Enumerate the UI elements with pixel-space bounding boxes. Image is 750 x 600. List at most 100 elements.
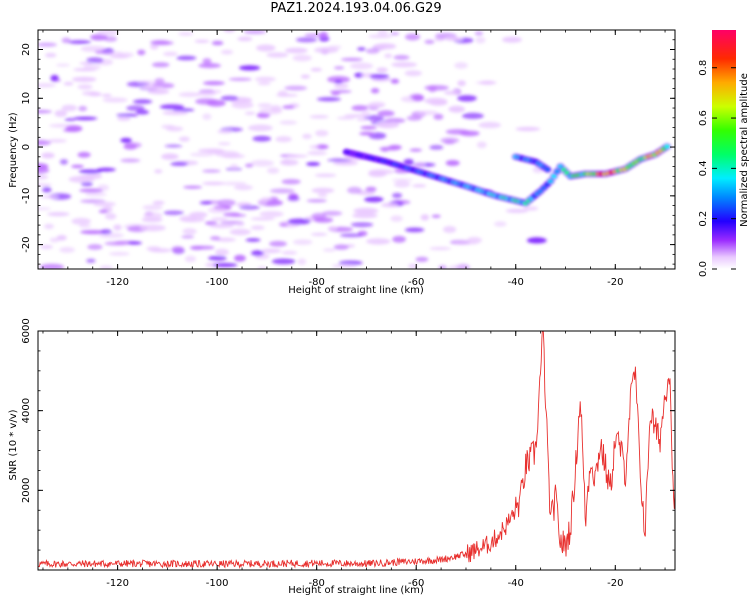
noise-blob: [302, 133, 312, 139]
noise-blob: [137, 80, 160, 84]
noise-blob: [327, 76, 351, 83]
noise-blob: [408, 263, 418, 269]
noise-blob: [424, 85, 449, 91]
noise-blob: [109, 54, 130, 59]
noise-blob: [136, 109, 149, 115]
noise-blob: [314, 47, 339, 54]
noise-blob: [178, 92, 201, 98]
noise-blob: [78, 169, 103, 174]
noise-blob: [64, 118, 76, 122]
noise-blob: [73, 116, 98, 121]
noise-blob: [311, 187, 335, 194]
noise-blob: [244, 111, 256, 116]
noise-blob: [102, 97, 128, 103]
noise-blob: [159, 104, 185, 110]
noise-blob: [306, 162, 320, 166]
noise-blob: [189, 152, 214, 157]
noise-blob: [40, 245, 53, 249]
noise-blob: [331, 264, 358, 268]
noise-blob: [103, 36, 118, 42]
noise-blob: [220, 95, 239, 101]
noise-blob: [412, 184, 427, 188]
noise-blob: [163, 51, 178, 57]
noise-blob: [80, 45, 107, 52]
noise-blob: [257, 81, 271, 86]
noise-blob: [248, 124, 273, 132]
noise-blob: [494, 221, 507, 227]
noise-blob: [376, 67, 388, 73]
noise-blob: [409, 148, 422, 152]
noise-blob: [282, 105, 295, 109]
noise-blob: [126, 105, 145, 112]
x-tick-label: -80: [309, 578, 325, 589]
noise-blob: [38, 174, 49, 180]
noise-blob: [161, 153, 179, 160]
noise-blob: [250, 217, 276, 221]
noise-blob: [310, 67, 322, 72]
noise-blob: [116, 113, 139, 117]
noise-blob: [50, 74, 59, 82]
noise-blob: [142, 204, 163, 211]
noise-blob: [71, 217, 91, 225]
noise-blob: [381, 202, 399, 208]
noise-blob: [314, 173, 337, 178]
noise-blob: [127, 241, 142, 245]
x-tick-label: -60: [408, 578, 424, 589]
noise-blob: [44, 223, 54, 229]
spectrogram-frame: [37, 29, 676, 270]
noise-blob: [319, 31, 328, 39]
noise-blob: [166, 126, 184, 132]
colorbar-tick-label: 0.8: [698, 60, 709, 76]
noise-blob: [217, 129, 233, 134]
noise-blob: [67, 40, 92, 44]
noise-blob: [388, 144, 402, 150]
noise-blob: [316, 97, 341, 102]
noise-blob: [80, 230, 106, 235]
noise-blob: [390, 32, 400, 36]
noise-blob: [267, 167, 280, 174]
noise-blob: [390, 215, 403, 222]
noise-blob: [96, 30, 119, 36]
noise-blob: [173, 108, 195, 112]
noise-blob: [390, 78, 400, 84]
noise-blob: [101, 93, 112, 97]
noise-blob: [85, 192, 107, 197]
x-tick-label: -20: [607, 578, 623, 589]
noise-blob: [257, 266, 267, 269]
noise-blob: [39, 263, 65, 269]
x-tick-label: -120: [106, 277, 129, 288]
noise-blob: [475, 81, 498, 85]
noise-blob: [444, 36, 464, 41]
x-tick-label: -40: [508, 277, 524, 288]
noise-blob: [171, 246, 185, 253]
noise-blob: [98, 209, 109, 214]
noise-blob: [251, 250, 264, 256]
noise-blob: [393, 181, 411, 188]
noise-blob: [476, 141, 487, 149]
noise-blob: [140, 85, 164, 90]
noise-blob: [443, 226, 457, 233]
noise-blob: [152, 200, 165, 205]
noise-blob: [109, 252, 130, 256]
noise-blob: [266, 52, 289, 58]
snr-panel: -120 -100 -80 -60 -40 -20 2000 4000 6000 Height …: [8, 318, 676, 596]
y-tick-label: 6000: [21, 318, 32, 343]
noise-blob: [370, 88, 380, 94]
noise-blob: [403, 158, 414, 166]
noise-blob: [392, 192, 403, 199]
noise-blob: [357, 47, 366, 51]
noise-blob: [90, 34, 108, 41]
noise-blob: [300, 74, 310, 79]
noise-blob: [280, 159, 299, 166]
noise-blob: [310, 232, 328, 236]
noise-blob: [252, 135, 272, 142]
noise-blob: [363, 115, 384, 121]
noise-blob: [235, 222, 245, 226]
noise-blob: [86, 57, 104, 64]
noise-blob: [38, 110, 53, 114]
noise-blob: [287, 195, 300, 202]
noise-blob: [176, 55, 197, 61]
noise-blob: [80, 182, 93, 186]
noise-blob: [48, 193, 72, 200]
